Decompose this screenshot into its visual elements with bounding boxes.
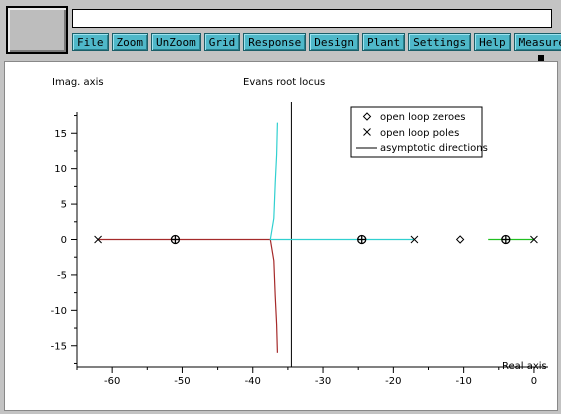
menu-grid-button[interactable]: Grid: [203, 33, 241, 51]
zero-marker: [455, 235, 465, 244]
y-tick-label: -5: [57, 270, 67, 281]
closed-loop-marker-cross: [357, 235, 366, 244]
closed-loop-marker-cross: [171, 235, 180, 244]
window-thumbnail: [6, 6, 68, 54]
root-locus-chart: Imag. axis Evans root locus Real axis -1…: [51, 77, 548, 387]
y-tick-label: -15: [51, 341, 67, 352]
y-tick-label: 10: [54, 164, 67, 175]
menu-design-button[interactable]: Design: [309, 33, 359, 51]
menu-settings-button[interactable]: Settings: [408, 33, 472, 51]
menu-bar: File Zoom UnZoom Grid Response Design Plant Set…: [72, 33, 561, 53]
menu-plant-button[interactable]: Plant: [361, 33, 406, 51]
pole-marker: [94, 235, 102, 244]
legend-zeroes-label: open loop zeroes: [380, 112, 465, 123]
closed-loop-marker-cross: [501, 235, 510, 244]
x-tick-label: -30: [315, 376, 331, 387]
x-tick-label: -50: [174, 376, 190, 387]
locus-branch-1: [98, 238, 278, 353]
y-tick-label: 15: [54, 129, 67, 140]
y-tick-label: 5: [61, 200, 67, 211]
x-tick-label: -10: [455, 376, 471, 387]
legend-asymptote-label: asymptotic directions: [380, 143, 488, 154]
y-tick-label: 0: [61, 235, 67, 246]
y-axis-label: Imag. axis: [52, 77, 104, 88]
title-field[interactable]: [72, 9, 552, 28]
menu-zoom-button[interactable]: Zoom: [111, 33, 148, 51]
menu-measure-button[interactable]: Measure: [513, 33, 561, 51]
chart-title: Evans root locus: [243, 77, 325, 88]
menu-response-button[interactable]: Response: [243, 33, 307, 51]
pole-marker: [530, 235, 538, 244]
plot-area: Imag. axis Evans root locus Real axis -1…: [4, 61, 558, 411]
legend-box: [350, 106, 483, 158]
x-tick-label: 0: [531, 376, 537, 387]
legend-diamond-icon: [362, 112, 372, 121]
legend-x-icon: [363, 128, 371, 136]
menu-file-button[interactable]: File: [72, 33, 109, 51]
menu-unzoom-button[interactable]: UnZoom: [151, 33, 201, 51]
resize-handle[interactable]: [538, 55, 544, 61]
pole-marker: [410, 235, 419, 244]
legend-poles-label: open loop poles: [380, 128, 459, 139]
y-tick-label: -10: [51, 306, 67, 317]
x-tick-label: -40: [245, 376, 261, 387]
menu-help-button[interactable]: Help: [474, 33, 511, 51]
x-tick-label: -60: [104, 376, 120, 387]
locus-branch-2: [269, 122, 415, 241]
x-tick-label: -20: [385, 376, 401, 387]
legend: open loop zeroes open loop poles asympto…: [350, 106, 488, 158]
